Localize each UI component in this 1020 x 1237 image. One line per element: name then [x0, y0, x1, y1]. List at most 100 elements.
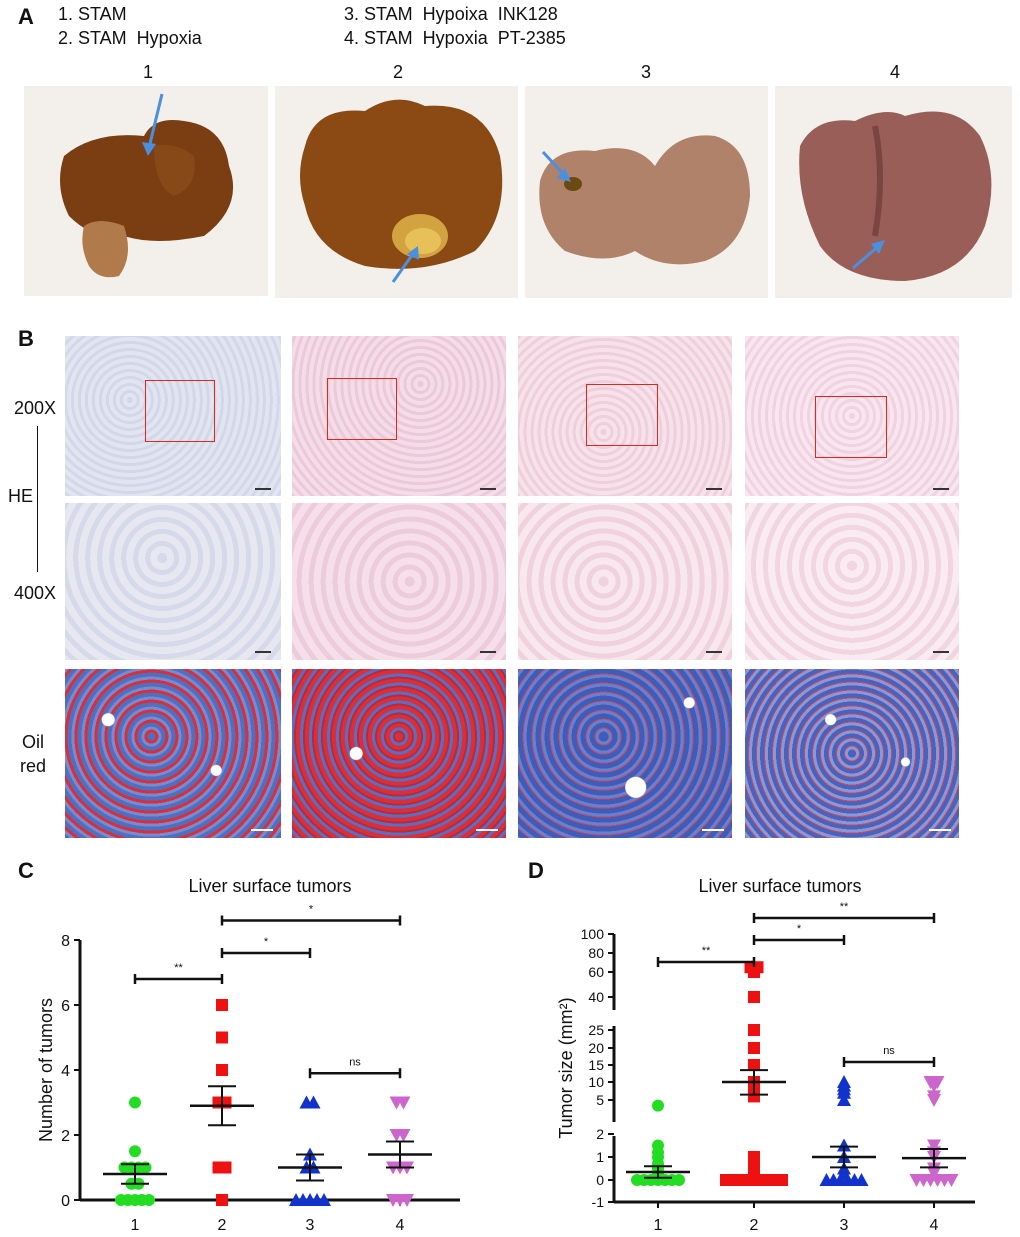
data-point	[748, 991, 760, 1003]
chart-title: Liver surface tumors	[188, 876, 351, 896]
scale-bar	[255, 488, 271, 490]
y-tick-label: 60	[588, 964, 604, 980]
y-tick-label: 100	[581, 926, 605, 942]
scale-bar	[933, 488, 949, 490]
x-tick-label: 3	[306, 1217, 315, 1234]
he-400x-group-3	[518, 503, 732, 660]
data-point	[396, 1129, 411, 1142]
y-axis-label: Number of tumors	[36, 998, 56, 1142]
data-point	[927, 1162, 941, 1176]
zoom-region-box	[145, 380, 215, 442]
legend-group-1: 1. STAM	[58, 4, 127, 24]
data-point	[306, 1095, 321, 1109]
zoom-region-box	[327, 378, 397, 440]
y-tick-label: 25	[588, 1022, 604, 1038]
data-point	[216, 1194, 228, 1206]
he-200x-group-4	[745, 336, 959, 496]
data-point	[129, 1145, 141, 1158]
data-point	[216, 1031, 228, 1044]
data-point	[652, 1099, 664, 1112]
label-red: red	[20, 756, 47, 776]
photo-number-2: 2	[392, 62, 403, 82]
data-point	[400, 1194, 414, 1207]
scale-bar	[251, 829, 273, 831]
oil-red-group-3	[518, 669, 732, 838]
data-point	[219, 1161, 232, 1174]
data-point	[776, 1174, 788, 1186]
data-point	[396, 1096, 411, 1110]
liver-photo-4	[775, 86, 1012, 298]
data-point	[944, 1174, 959, 1187]
data-point	[927, 1090, 941, 1104]
significance-label: *	[797, 923, 802, 935]
data-point	[143, 1194, 155, 1206]
panel-b-letter: B	[18, 326, 34, 351]
y-tick-label: 10	[588, 1074, 604, 1090]
label-400x: 400X	[14, 583, 57, 603]
label-he: HE	[8, 484, 34, 509]
y-tick-label: 1	[596, 1149, 604, 1165]
data-point	[748, 1042, 760, 1054]
he-400x-group-1	[65, 503, 281, 660]
significance-label: *	[264, 936, 269, 948]
liver-photo-2	[275, 86, 518, 298]
liver-photo-1	[24, 86, 268, 296]
y-tick-label: 0	[61, 1193, 70, 1210]
he-bracket-line	[37, 426, 38, 572]
y-tick-label: 5	[596, 1092, 604, 1108]
scale-bar	[706, 651, 722, 653]
y-tick-label: 15	[588, 1057, 604, 1073]
legend-group-3: 3. STAM Hypoixa INK128	[344, 4, 558, 24]
x-tick-label: 2	[218, 1217, 227, 1234]
x-tick-label: 1	[654, 1217, 663, 1234]
y-tick-label: 8	[61, 933, 70, 950]
oil-red-group-1	[65, 669, 281, 838]
scale-bar	[933, 651, 949, 653]
panel-d-letter: D	[528, 858, 544, 883]
data-point	[837, 1093, 851, 1106]
liver-photo-3	[525, 86, 768, 298]
x-tick-label: 4	[930, 1217, 939, 1234]
chart-title: Liver surface tumors	[698, 876, 861, 896]
he-200x-group-1	[65, 336, 281, 496]
x-tick-label: 1	[131, 1217, 140, 1234]
y-tick-label: 20	[588, 1040, 604, 1056]
he-200x-group-3	[518, 336, 732, 496]
data-point	[216, 1064, 228, 1076]
y-tick-label: 0	[596, 1172, 604, 1188]
data-point	[927, 1139, 941, 1153]
panel-a-letter: A	[18, 4, 34, 29]
significance-label: **	[702, 945, 711, 957]
photo-number-1: 1	[142, 62, 153, 82]
label-200x: 200X	[14, 398, 57, 418]
data-point	[748, 1024, 760, 1036]
scale-bar	[702, 829, 724, 831]
oil-red-group-2	[292, 669, 506, 838]
data-point	[216, 999, 228, 1011]
data-point	[930, 1076, 945, 1089]
significance-label: ns	[349, 1056, 361, 1068]
data-point	[652, 1139, 664, 1152]
x-tick-label: 2	[750, 1217, 759, 1234]
data-point	[673, 1174, 685, 1186]
scale-bar	[480, 488, 496, 490]
scale-bar	[476, 829, 498, 831]
data-point	[748, 1151, 760, 1163]
y-tick-label: 80	[588, 945, 604, 961]
zoom-region-box	[815, 396, 887, 458]
x-tick-label: 3	[840, 1217, 849, 1234]
label-oil: Oil	[22, 732, 44, 752]
y-tick-label: 40	[588, 989, 604, 1005]
x-tick-label: 4	[396, 1217, 405, 1234]
y-axis-label: Tumor size (mm²)	[556, 997, 576, 1138]
legend-group-4: 4. STAM Hypoxia PT-2385	[344, 28, 566, 48]
data-point	[854, 1173, 869, 1186]
legend-group-2: 2. STAM Hypoxia	[58, 28, 202, 48]
he-400x-group-4	[745, 503, 959, 660]
data-point	[317, 1193, 331, 1206]
panel-c-letter: C	[18, 858, 34, 883]
data-point	[837, 1138, 851, 1152]
he-400x-group-2	[292, 503, 506, 660]
photo-number-3: 3	[640, 62, 651, 82]
he-200x-group-2	[292, 336, 506, 496]
